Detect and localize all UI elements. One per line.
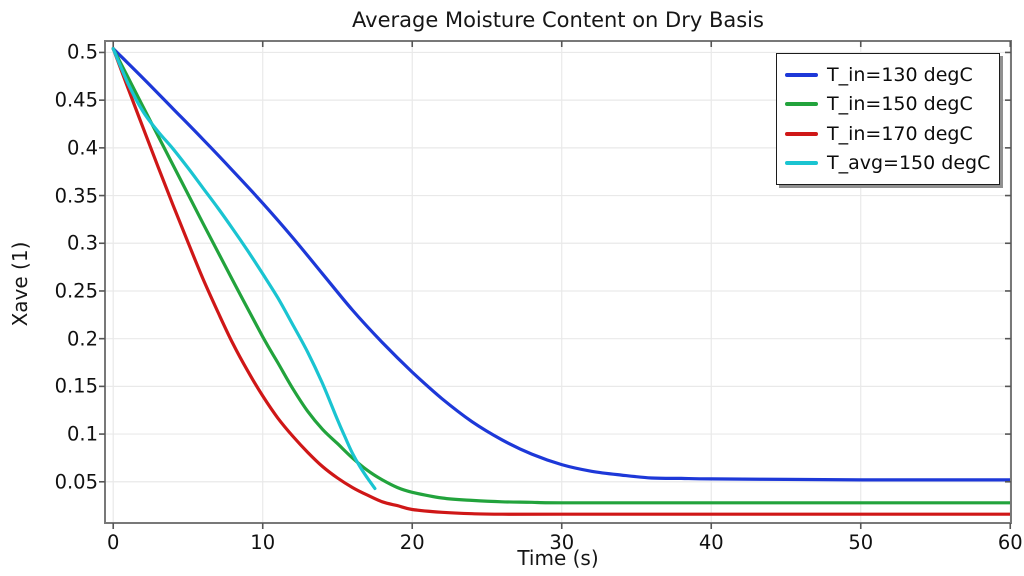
legend-label: T_avg=150 degC	[827, 152, 991, 175]
series-line-t-in-130-degc	[111, 47, 1012, 482]
x-tick-label: 10	[250, 531, 276, 554]
y-tick-label: 0.05	[54, 470, 98, 494]
legend-line-swatch	[785, 131, 818, 136]
y-tick-label: 0.25	[54, 279, 98, 303]
legend-line-swatch	[785, 102, 818, 107]
legend-label: T_in=150 degC	[827, 93, 973, 116]
legend-label: T_in=170 degC	[827, 122, 973, 145]
series-line-t-in-170-degc	[111, 47, 1012, 516]
y-tick-label: 0.4	[66, 136, 98, 160]
y-tick-label: 0.1	[66, 422, 98, 446]
plot-frame	[104, 40, 1012, 524]
x-tick-label: 30	[549, 531, 575, 554]
legend-item: T_in=150 degC	[777, 93, 999, 115]
series-line-t-in-150-degc	[111, 47, 1012, 505]
x-axis-label: Time (s)	[517, 546, 599, 570]
y-tick-label: 0.3	[66, 231, 98, 255]
legend-line-swatch	[785, 72, 818, 77]
y-axis-label: Xave (1)	[8, 241, 32, 327]
y-tick-label: 0.2	[66, 327, 98, 351]
legend-item: T_in=170 degC	[777, 123, 999, 145]
legend-line-swatch	[785, 161, 818, 166]
legend-label: T_in=130 degC	[827, 63, 973, 86]
x-tick-label: 60	[997, 531, 1023, 554]
x-tick-label: 50	[848, 531, 874, 554]
y-tick-label: 0.45	[54, 88, 98, 112]
legend-item: T_avg=150 degC	[777, 152, 999, 174]
chart-title: Average Moisture Content on Dry Basis	[352, 8, 764, 32]
y-tick-label: 0.35	[54, 184, 98, 208]
series-line-t-avg-150-degc	[111, 47, 377, 491]
legend-item: T_in=130 degC	[777, 64, 999, 86]
x-tick-label: 40	[698, 531, 724, 554]
y-tick-label: 0.5	[66, 40, 98, 64]
x-tick-label: 20	[399, 531, 425, 554]
y-tick-label: 0.15	[54, 374, 98, 398]
legend: T_in=130 degC T_in=150 degC T_in=170 degC T…	[776, 53, 1000, 185]
x-tick-label: 0	[107, 531, 120, 554]
